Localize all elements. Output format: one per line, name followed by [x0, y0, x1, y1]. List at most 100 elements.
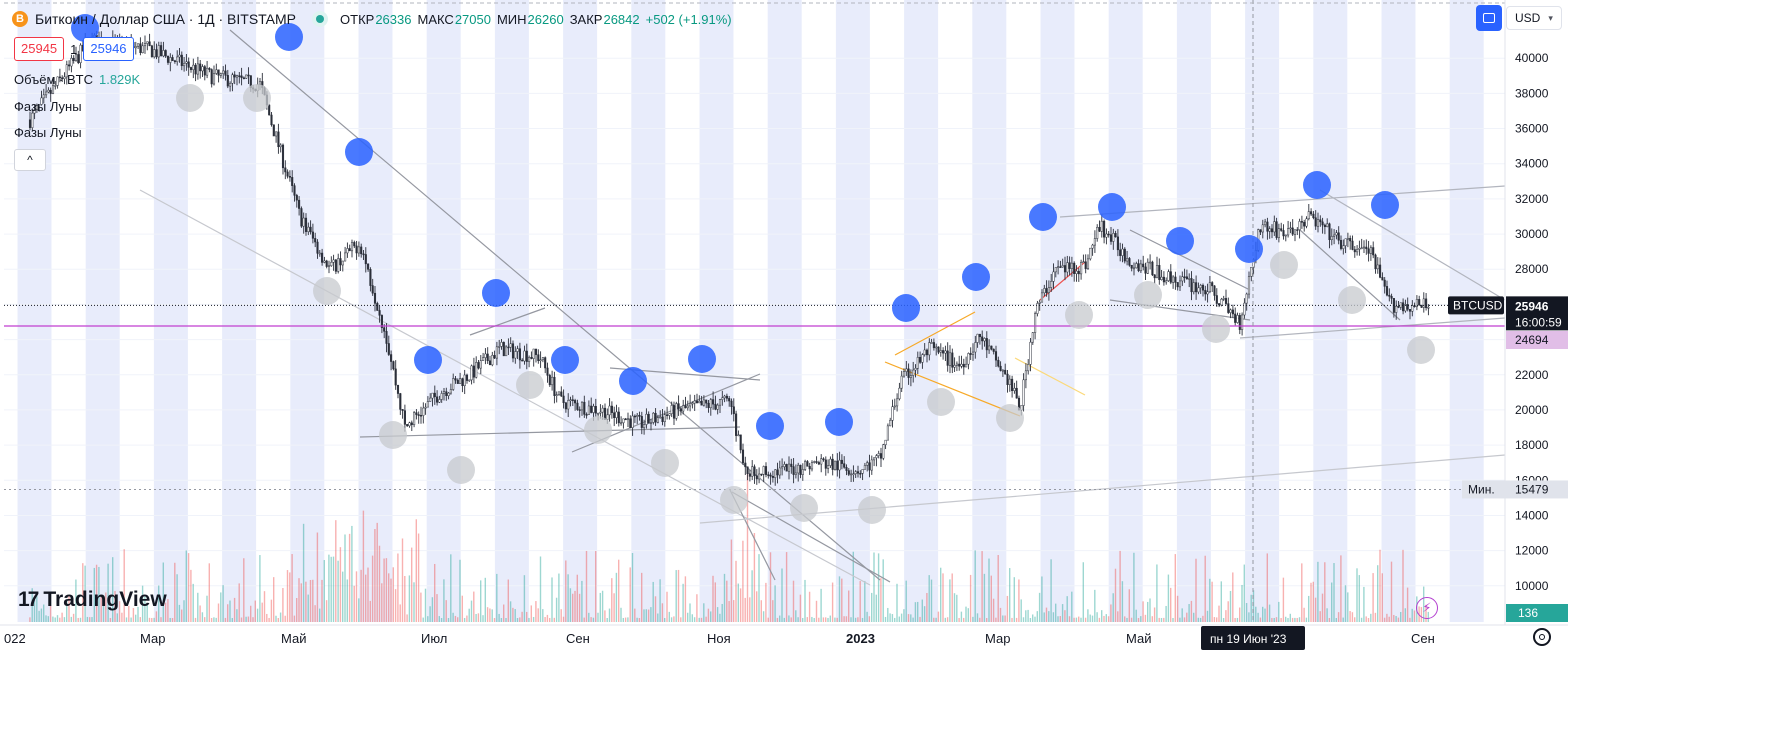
full-moon-marker[interactable] [1303, 171, 1331, 199]
volume-bar [760, 600, 762, 622]
trendline[interactable] [1129, 229, 1251, 291]
full-moon-marker[interactable] [1029, 203, 1057, 231]
trendline[interactable] [229, 29, 881, 581]
full-moon-marker[interactable] [1098, 193, 1126, 221]
full-moon-marker[interactable] [414, 346, 442, 374]
volume-indicator[interactable]: Объём · BTC 1.829K [14, 72, 140, 87]
currency-select[interactable]: USD ▾ [1506, 6, 1562, 30]
new-moon-marker[interactable] [927, 388, 955, 416]
new-moon-marker[interactable] [1270, 251, 1298, 279]
tradingview-logo[interactable]: 17 TradingView [18, 588, 167, 612]
new-moon-marker[interactable] [584, 416, 612, 444]
trendline[interactable] [1319, 189, 1506, 301]
volume-bar [153, 617, 155, 622]
sell-button[interactable]: 25945 [14, 37, 65, 61]
volume-bar [553, 617, 555, 622]
candle-body [1411, 305, 1414, 312]
new-moon-marker[interactable] [516, 371, 544, 399]
candle-body [495, 346, 498, 359]
lightning-icon[interactable]: ⚡ [1416, 597, 1438, 619]
settings-gear-icon[interactable] [1533, 628, 1551, 646]
new-moon-marker[interactable] [1407, 336, 1435, 364]
moon-band [1245, 0, 1280, 622]
trendline[interactable] [894, 311, 976, 356]
full-moon-marker[interactable] [482, 279, 510, 307]
new-moon-marker[interactable] [1202, 315, 1230, 343]
candle-body [1351, 240, 1354, 250]
new-moon-marker[interactable] [858, 496, 886, 524]
new-moon-marker[interactable] [720, 486, 748, 514]
new-moon-marker[interactable] [243, 84, 271, 112]
fullscreen-icon[interactable] [1476, 5, 1502, 31]
full-moon-marker[interactable] [275, 23, 303, 51]
trendline[interactable] [731, 491, 891, 583]
trendline[interactable] [699, 454, 1506, 524]
candle-body [403, 410, 406, 425]
full-moon-marker[interactable] [688, 345, 716, 373]
new-moon-marker[interactable] [379, 421, 407, 449]
full-moon-marker[interactable] [962, 263, 990, 291]
trendline[interactable] [1299, 229, 1401, 321]
trendline[interactable] [884, 361, 1021, 417]
price-chart[interactable]: 4000038000360003400032000300002800026000… [0, 0, 1568, 660]
collapse-indicators-button[interactable]: ^ [14, 149, 46, 171]
trendline[interactable] [1059, 185, 1506, 218]
candle-body [1165, 280, 1168, 283]
new-moon-marker[interactable] [790, 494, 818, 522]
candle-body [378, 310, 381, 316]
moon-phases-indicator-2[interactable]: Фазы Луны [14, 125, 82, 140]
full-moon-marker[interactable] [71, 14, 99, 42]
volume-bar [275, 615, 277, 622]
full-moon-marker[interactable] [1235, 235, 1263, 263]
trendline[interactable] [1014, 357, 1086, 396]
full-moon-marker[interactable] [756, 412, 784, 440]
trendline[interactable] [469, 307, 546, 336]
trendline[interactable] [1109, 299, 1251, 321]
new-moon-marker[interactable] [447, 456, 475, 484]
candle-body [33, 109, 36, 114]
full-moon-marker[interactable] [619, 367, 647, 395]
last-price-label: 25946 [1515, 299, 1549, 313]
new-moon-marker[interactable] [1134, 281, 1162, 309]
new-moon-marker[interactable] [313, 277, 341, 305]
full-moon-marker[interactable] [345, 138, 373, 166]
volume-bar [785, 552, 788, 622]
volume-bar [652, 581, 654, 622]
volume-bar [130, 617, 132, 622]
trendline[interactable] [1039, 261, 1086, 301]
trendline[interactable] [359, 426, 741, 438]
volume-bar [620, 607, 622, 622]
volume-bar [1094, 589, 1096, 622]
candle-body [219, 73, 222, 76]
candle-body [1379, 264, 1382, 278]
symbol-title[interactable]: Биткоин / Доллар США · 1Д · BITSTAMP [35, 11, 297, 27]
candle-body [419, 414, 423, 417]
candle-body [1289, 227, 1292, 230]
candle-body [1420, 304, 1423, 308]
candle-body [208, 67, 211, 70]
volume-bar [254, 600, 256, 622]
candle-body [348, 248, 351, 252]
full-moon-marker[interactable] [1371, 191, 1399, 219]
full-moon-marker[interactable] [892, 294, 920, 322]
time-axis[interactable] [0, 625, 1568, 660]
new-moon-marker[interactable] [996, 404, 1024, 432]
moon-phases-indicator-1[interactable]: Фазы Луны [14, 99, 82, 114]
volume-bar [719, 613, 721, 622]
candle-body [854, 471, 857, 475]
new-moon-marker[interactable] [1338, 286, 1366, 314]
candle-body [1070, 262, 1073, 269]
full-moon-marker[interactable] [1166, 227, 1194, 255]
full-moon-marker[interactable] [825, 408, 853, 436]
market-open-icon [316, 15, 325, 23]
new-moon-marker[interactable] [176, 84, 204, 112]
candle-body [35, 105, 38, 110]
full-moon-marker[interactable] [551, 346, 579, 374]
volume-bar [266, 613, 268, 622]
candle-body [638, 414, 641, 417]
new-moon-marker[interactable] [1065, 301, 1093, 329]
buy-button[interactable]: 25946 [83, 37, 134, 61]
trendline[interactable] [1239, 317, 1506, 339]
candle-body [376, 303, 379, 311]
new-moon-marker[interactable] [651, 449, 679, 477]
